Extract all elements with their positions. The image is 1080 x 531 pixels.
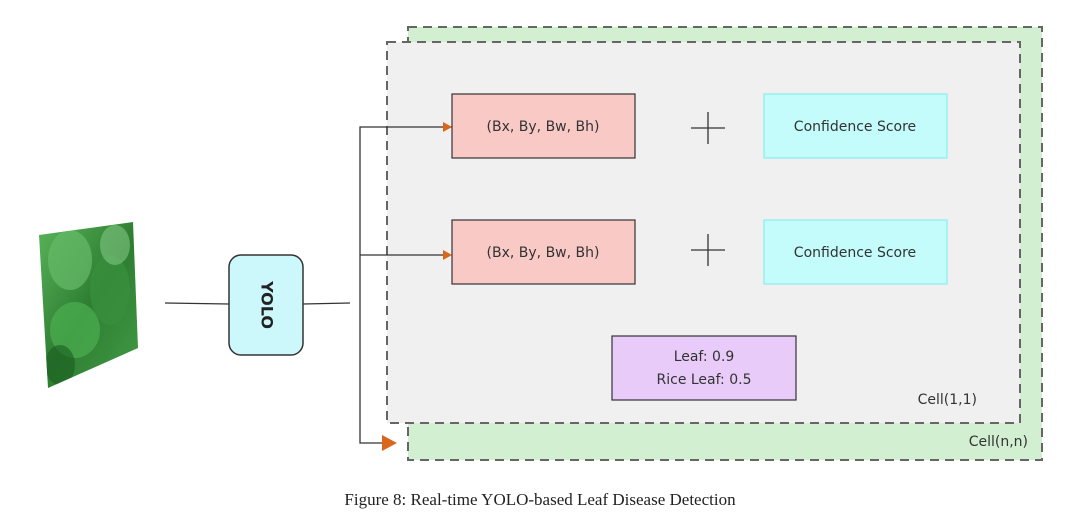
plus-icon <box>691 234 725 266</box>
yolo-label: YOLO <box>258 280 277 329</box>
leaf-image <box>39 222 138 388</box>
arrow-head-2 <box>443 250 452 260</box>
figure-caption: Figure 8: Real-time YOLO-based Leaf Dise… <box>344 490 736 509</box>
bbox-box-2 <box>451 219 636 285</box>
plus-icon <box>691 112 725 144</box>
bbox-box-1 <box>451 93 636 159</box>
branch-line <box>359 126 452 444</box>
class-line-1: Leaf: 0.9 <box>674 349 735 365</box>
class-prob-box <box>611 335 797 401</box>
arrow-head-1 <box>443 122 452 132</box>
bbox-label-2: (Bx, By, Bw, Bh) <box>487 245 600 261</box>
confidence-label-2: Confidence Score <box>794 245 916 261</box>
confidence-label-1: Confidence Score <box>794 119 916 135</box>
bbox-label-1: (Bx, By, Bw, Bh) <box>487 119 600 135</box>
class-line-2: Rice Leaf: 0.5 <box>657 372 752 388</box>
cell-first-label: Cell(1,1) <box>918 392 977 408</box>
yolo-output-line <box>302 302 351 305</box>
confidence-box-1 <box>763 93 948 159</box>
cell-last-label: Cell(n,n) <box>969 434 1028 450</box>
arrow-head-3 <box>382 435 397 451</box>
image-to-yolo-line <box>164 302 230 305</box>
yolo-box <box>228 254 304 356</box>
confidence-box-2 <box>763 219 948 285</box>
